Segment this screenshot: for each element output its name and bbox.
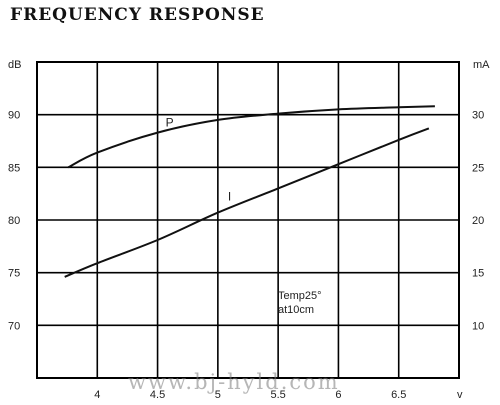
chart-title: FREQUENCY RESPONSE (10, 5, 265, 25)
left-y-tick-label: 70 (8, 320, 20, 332)
series-line-I (64, 127, 430, 278)
x-tick-label: 6 (335, 389, 341, 401)
left-y-tick-label: 85 (8, 162, 20, 174)
x-tick-labels: 4 4.5 5 5.5 6 6.5 (94, 389, 406, 401)
right-y-tick-labels: 10 15 20 25 30 (472, 110, 484, 333)
series-label-I: I (228, 190, 231, 204)
plot-frame (36, 61, 460, 379)
x-tick-label: 5.5 (270, 389, 285, 401)
right-y-tick-label: 10 (472, 320, 484, 332)
series-label-P: P (166, 116, 174, 130)
left-y-tick-label: 75 (8, 268, 20, 280)
annotation-line-2: at10cm (278, 304, 314, 316)
left-axis-unit: dB (8, 59, 21, 71)
watermark: www.bj-hyld.com (128, 370, 340, 394)
right-axis-unit: mA (473, 59, 490, 71)
x-tick-label: 6.5 (391, 389, 406, 401)
left-y-tick-label: 90 (8, 110, 20, 122)
left-y-tick-labels: 70 75 80 85 90 (8, 110, 20, 333)
right-y-tick-label: 20 (472, 215, 484, 227)
left-y-tick-label: 80 (8, 215, 20, 227)
right-y-tick-label: 30 (472, 110, 484, 122)
x-tick-label: 4 (94, 389, 100, 401)
series-lines: PI (64, 105, 435, 278)
grid-lines (37, 62, 459, 378)
series-line-P (67, 105, 435, 169)
right-y-tick-label: 15 (472, 268, 484, 280)
x-axis-unit: v (457, 389, 463, 401)
annotation-line-1: Temp25° (278, 290, 322, 302)
right-y-tick-label: 25 (472, 162, 484, 174)
x-tick-label: 4.5 (150, 389, 165, 401)
x-tick-label: 5 (215, 389, 221, 401)
